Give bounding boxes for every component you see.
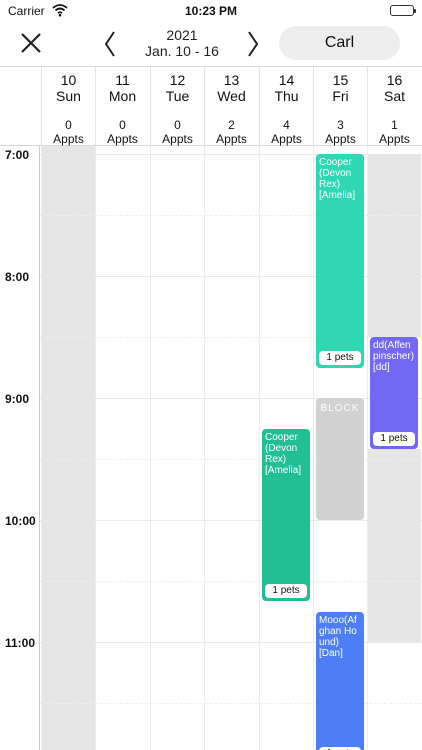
time-label: 10:00 — [5, 514, 36, 528]
appt-count-label: Appts — [107, 132, 138, 146]
week-range: 2021 Jan. 10 - 16 — [126, 27, 238, 59]
hour-line — [40, 642, 422, 643]
appointment-title: Cooper(Devon Rex) [Amelia] — [265, 432, 302, 476]
day-number: 12 — [169, 72, 186, 88]
day-header-sun[interactable]: 10 Sun 0 Appts — [41, 67, 95, 147]
appt-count-label: Appts — [379, 132, 410, 146]
appointment-title: dd(Affenpinscher) [dd] — [373, 340, 415, 373]
next-week-button[interactable] — [241, 28, 265, 60]
pets-count-badge: 1 pets — [373, 432, 415, 446]
close-icon — [21, 33, 41, 53]
appt-count: 3 — [337, 118, 344, 132]
half-hour-line — [40, 581, 422, 582]
time-label: 7:00 — [5, 148, 30, 162]
day-name: Mon — [108, 88, 137, 104]
day-header-wed[interactable]: 13 Wed 2 Appts — [204, 67, 258, 147]
blocked-time[interactable]: BLOCK — [316, 398, 364, 520]
hour-line — [40, 276, 422, 277]
unavailable-slot — [367, 449, 421, 642]
appointment-card[interactable]: Cooper(Devon Rex) [Amelia] 1 pets — [262, 429, 310, 601]
appt-count-label: Appts — [216, 132, 247, 146]
appt-count-label: Appts — [325, 132, 356, 146]
day-column-thu[interactable] — [259, 146, 313, 750]
hour-line — [40, 154, 422, 155]
day-column-sat[interactable] — [367, 146, 421, 750]
day-header-thu[interactable]: 14 Thu 4 Appts — [259, 67, 313, 147]
day-column-fri[interactable] — [313, 146, 367, 750]
time-column: 7:00 8:00 9:00 10:00 11:00 — [0, 146, 40, 750]
day-name: Thu — [274, 88, 299, 104]
appt-count: 1 — [391, 118, 398, 132]
day-header-mon[interactable]: 11 Mon 0 Appts — [95, 67, 149, 147]
pets-count-badge: 1 pets — [319, 747, 361, 750]
day-header-row: 10 Sun 0 Appts 11 Mon 0 Appts 12 Tue 0 Appts 13 Wed 2 A… — [0, 66, 422, 147]
appt-count-label: Appts — [162, 132, 193, 146]
half-hour-line — [40, 459, 422, 460]
appt-count: 0 — [174, 118, 181, 132]
day-number: 15 — [332, 72, 349, 88]
day-header-sat[interactable]: 16 Sat 1 Appts — [367, 67, 421, 147]
half-hour-line — [40, 337, 422, 338]
hour-line — [40, 398, 422, 399]
day-name: Sun — [56, 88, 81, 104]
week-header: 2021 Jan. 10 - 16 Carl — [0, 22, 422, 66]
pets-count-badge: 1 pets — [319, 351, 361, 365]
day-number: 14 — [278, 72, 295, 88]
appointment-title: Mooo(Afghan Hound) [Dan] — [319, 615, 357, 659]
day-column-mon[interactable] — [95, 146, 149, 750]
status-bar: Carrier 10:23 PM — [0, 0, 422, 22]
day-header-tue[interactable]: 12 Tue 0 Appts — [150, 67, 204, 147]
carrier-label: Carrier — [8, 4, 45, 18]
battery-icon — [390, 5, 416, 16]
year-label: 2021 — [166, 27, 198, 43]
half-hour-line — [40, 703, 422, 704]
wifi-icon — [52, 3, 68, 20]
appointment-card[interactable]: Cooper(Devon Rex) [Amelia] 1 pets — [316, 154, 364, 368]
day-name: Wed — [217, 88, 246, 104]
appt-count-label: Appts — [53, 132, 84, 146]
day-number: 10 — [60, 72, 77, 88]
day-column-wed[interactable] — [204, 146, 258, 750]
time-label: 8:00 — [5, 270, 30, 284]
hour-line — [40, 520, 422, 521]
appt-count-label: Appts — [271, 132, 302, 146]
clock: 10:23 PM — [184, 4, 238, 18]
appointment-card[interactable]: dd(Affenpinscher) [dd] 1 pets — [370, 337, 418, 449]
appointment-title: Cooper(Devon Rex) [Amelia] — [319, 157, 356, 201]
previous-week-button[interactable] — [98, 28, 122, 60]
week-grid[interactable]: 7:00 8:00 9:00 10:00 11:00 BLOCK Cooper(Devon … — [0, 146, 422, 750]
day-header-fri[interactable]: 15 Fri 3 Appts — [313, 67, 367, 147]
day-name: Sat — [383, 88, 405, 104]
chevron-right-icon — [248, 31, 259, 57]
day-column-sun[interactable] — [41, 146, 95, 750]
close-button[interactable] — [14, 28, 48, 60]
half-hour-line — [40, 215, 422, 216]
day-number: 16 — [386, 72, 403, 88]
day-column-tue[interactable] — [150, 146, 204, 750]
pets-count-badge: 1 pets — [265, 584, 307, 598]
appt-count: 2 — [228, 118, 235, 132]
staff-selector-button[interactable]: Carl — [279, 26, 400, 60]
date-range-label: Jan. 10 - 16 — [145, 43, 219, 59]
appt-count: 0 — [65, 118, 72, 132]
appt-count: 4 — [283, 118, 290, 132]
chevron-left-icon — [104, 31, 115, 57]
day-name: Fri — [332, 88, 349, 104]
unavailable-slot — [367, 154, 421, 337]
day-name: Tue — [165, 88, 190, 104]
time-label: 9:00 — [5, 392, 30, 406]
time-label: 11:00 — [5, 636, 36, 650]
appointment-card[interactable]: Mooo(Afghan Hound) [Dan] 1 pets — [316, 612, 364, 750]
appt-count: 0 — [119, 118, 126, 132]
day-number: 13 — [223, 72, 240, 88]
day-number: 11 — [115, 72, 130, 88]
